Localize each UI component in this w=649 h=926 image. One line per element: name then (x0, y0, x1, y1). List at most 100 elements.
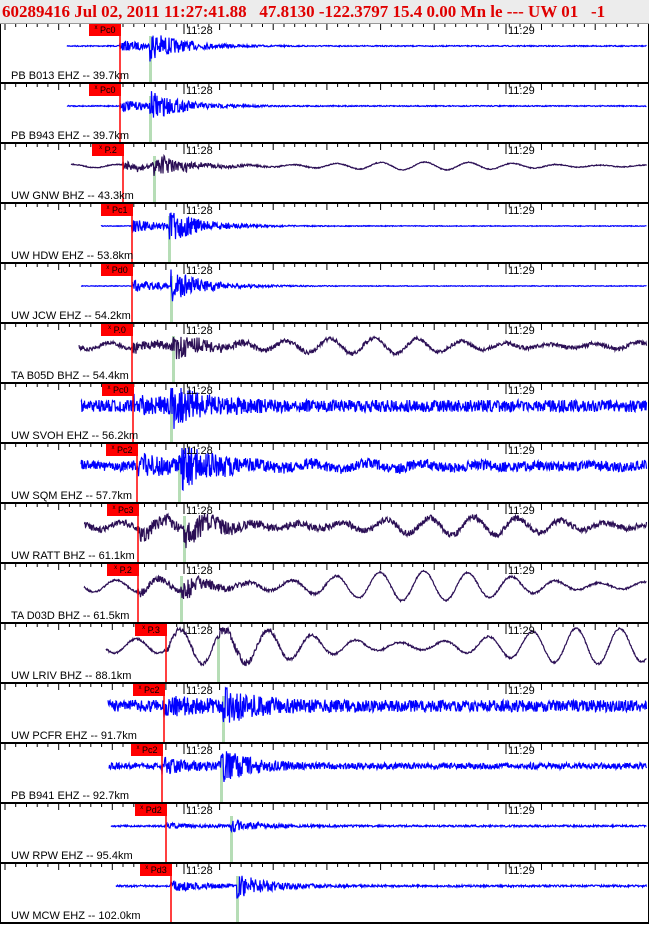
s-phase-marker (170, 276, 173, 322)
time-label: 11:28 (186, 145, 213, 157)
waveform-trace (83, 512, 648, 549)
station-label: UW RPW EHZ -- 95.4km (11, 850, 133, 862)
seismogram-panel[interactable]: 11:28 11:29 x P.2 UW GNW BHZ -- 43.3km (1, 144, 648, 204)
pick-flag[interactable]: x Pd0 (101, 264, 133, 276)
seismogram-panel[interactable]: 11:28 11:29 x Pc2 UW PCFR EHZ -- 91.7km (1, 684, 648, 744)
pick-marker-icon: x (107, 385, 111, 391)
s-phase-marker (217, 636, 220, 682)
seismogram-panel[interactable]: 11:28 11:29 x Pc3 UW RATT BHZ -- 61.1km (1, 504, 648, 564)
pick-flag[interactable]: x Pd2 (135, 804, 167, 816)
pick-marker-icon: x (94, 85, 98, 91)
pick-label: P.2 (117, 565, 132, 575)
time-label: 11:28 (186, 325, 213, 337)
pick-flag[interactable]: x P.0 (101, 324, 133, 336)
time-label: 11:28 (186, 505, 213, 517)
time-label: 11:28 (186, 445, 213, 457)
pick-marker-icon: x (106, 205, 110, 211)
time-ticks (4, 24, 639, 30)
pick-flag[interactable]: x Pc2 (131, 744, 163, 756)
pick-marker-icon: x (108, 325, 112, 331)
seismogram-panel[interactable]: 11:28 11:29 x P.3 UW LRIV BHZ -- 88.1km (1, 624, 648, 684)
seismogram-panel[interactable]: 11:28 11:29 x Pd0 UW JCW EHZ -- 54.2km (1, 264, 648, 324)
time-label: 11:28 (186, 625, 213, 637)
time-ticks (4, 804, 639, 810)
time-ticks (4, 744, 639, 750)
pick-marker-icon: x (142, 625, 146, 631)
pick-marker-icon: x (106, 265, 110, 271)
pick-label: P.2 (102, 145, 117, 155)
time-label: 11:28 (186, 85, 213, 97)
seismogram-panel[interactable]: 11:28 11:29 x Pc0 UW SVOH EHZ -- 56.2km (1, 384, 648, 444)
pick-flag[interactable]: x Pc0 (89, 24, 121, 36)
time-label: 11:28 (186, 565, 213, 577)
station-label: UW JCW EHZ -- 54.2km (11, 310, 131, 322)
pick-flag[interactable]: x Pc2 (133, 684, 165, 696)
pick-marker-icon: x (136, 745, 140, 751)
time-label: 11:29 (508, 625, 535, 637)
station-label: UW PCFR EHZ -- 91.7km (11, 730, 137, 742)
pick-flag[interactable]: x Pc2 (106, 444, 138, 456)
station-label: UW RATT BHZ -- 61.1km (11, 550, 135, 562)
waveform-trace (107, 686, 648, 723)
station-label: TA D03D BHZ -- 61.5km (11, 610, 130, 622)
waveform-trace (100, 212, 647, 240)
pick-flag[interactable]: x P.3 (135, 624, 167, 636)
pick-marker-icon: x (138, 685, 142, 691)
s-phase-marker (172, 336, 175, 382)
waveform-plot (4, 84, 647, 142)
waveform-trace (110, 818, 647, 834)
waveform-plot (4, 204, 647, 262)
seismogram-panel[interactable]: 11:28 11:29 x P.0 TA B05D BHZ -- 54.4km (1, 324, 648, 384)
time-ticks (4, 624, 639, 630)
event-header: 60289416 Jul 02, 2011 11:27:41.88 47.813… (0, 0, 649, 24)
time-label: 11:28 (186, 805, 213, 817)
pick-label: Pc3 (115, 505, 134, 515)
time-ticks (4, 504, 639, 510)
waveform-trace (66, 91, 647, 118)
s-phase-marker (178, 456, 181, 502)
s-phase-marker (149, 96, 152, 142)
pick-flag[interactable]: x Pc0 (89, 84, 121, 96)
seismogram-panel[interactable]: 11:28 11:29 x Pc2 PB B941 EHZ -- 92.7km (1, 744, 648, 804)
waveform-trace (80, 269, 647, 302)
pick-label: Pc0 (110, 385, 129, 395)
waveform-trace (105, 626, 647, 667)
pick-label: Pc0 (97, 25, 116, 35)
station-label: UW LRIV BHZ -- 88.1km (11, 670, 132, 682)
seismogram-panel[interactable]: 11:28 11:29 x Pc0 PB B943 EHZ -- 39.7km (1, 84, 648, 144)
waveform-trace (80, 387, 648, 429)
pick-label: Pc2 (139, 745, 158, 755)
waveform-trace (70, 153, 647, 176)
time-ticks (4, 324, 639, 330)
pick-flag[interactable]: x Pd3 (140, 864, 172, 876)
time-label: 11:29 (508, 745, 535, 757)
seismogram-panel[interactable]: 11:28 11:29 x Pd2 UW RPW EHZ -- 95.4km (1, 804, 648, 864)
pick-flag[interactable]: x Pc1 (101, 204, 133, 216)
time-label: 11:29 (508, 325, 535, 337)
waveform-trace (83, 569, 647, 603)
pick-flag[interactable]: x P.2 (92, 144, 124, 156)
pick-flag[interactable]: x Pc0 (102, 384, 134, 396)
time-label: 11:29 (508, 385, 535, 397)
waveform-trace (115, 875, 648, 899)
pick-marker-icon: x (114, 565, 118, 571)
seismogram-panel[interactable]: 11:28 11:29 x P.2 TA D03D BHZ -- 61.5km (1, 564, 648, 624)
pick-flag[interactable]: x Pc3 (107, 504, 139, 516)
pick-marker-icon: x (145, 865, 149, 871)
station-label: UW HDW EHZ -- 53.8km (11, 250, 134, 262)
waveform-plot (4, 564, 647, 622)
pick-marker-icon: x (94, 25, 98, 31)
time-ticks (4, 444, 639, 450)
seismogram-panel[interactable]: 11:28 11:29 x Pc2 UW SQM EHZ -- 57.7km (1, 444, 648, 504)
station-label: UW SQM EHZ -- 57.7km (11, 490, 133, 502)
time-label: 11:29 (508, 85, 535, 97)
seismogram-panels[interactable]: 11:28 11:29 x Pc0 PB B013 EHZ -- 39.7km 11:2… (0, 24, 649, 924)
time-label: 11:29 (508, 865, 535, 877)
station-label: PB B013 EHZ -- 39.7km (11, 70, 129, 82)
seismogram-panel[interactable]: 11:28 11:29 x Pc1 UW HDW EHZ -- 53.8km (1, 204, 648, 264)
time-label: 11:28 (186, 865, 213, 877)
seismogram-panel[interactable]: 11:28 11:29 x Pd3 UW MCW EHZ -- 102.0km (1, 864, 648, 924)
station-label: PB B941 EHZ -- 92.7km (11, 790, 129, 802)
seismogram-panel[interactable]: 11:28 11:29 x Pc0 PB B013 EHZ -- 39.7km (1, 24, 648, 84)
pick-flag[interactable]: x P.2 (107, 564, 139, 576)
